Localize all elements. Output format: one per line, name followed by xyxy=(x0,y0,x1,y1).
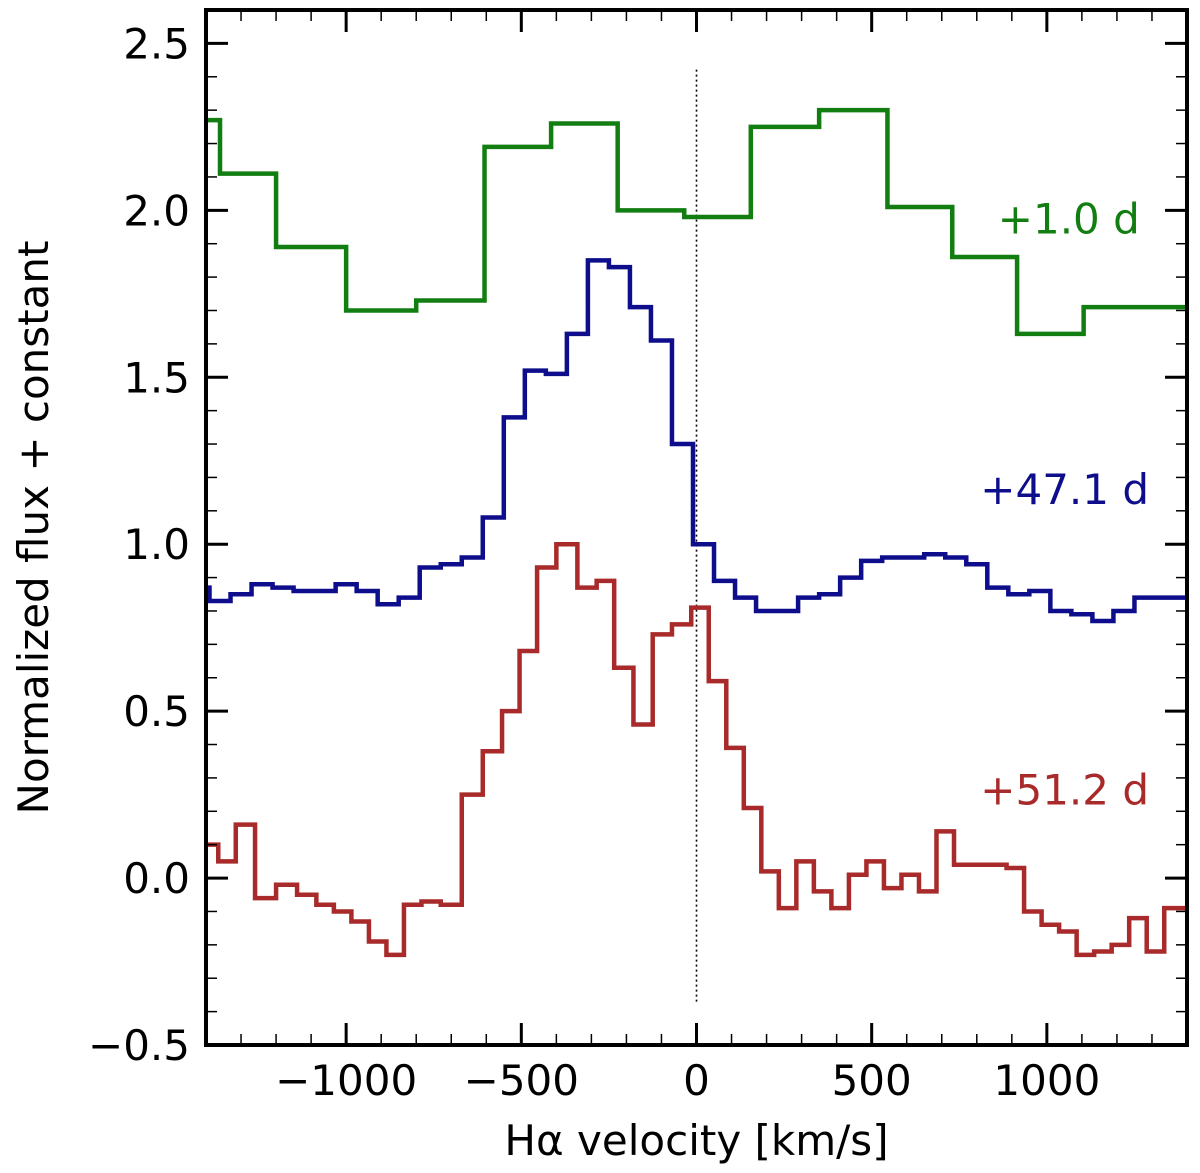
x-tick-label: −1000 xyxy=(275,1056,417,1105)
x-tick-label: 0 xyxy=(683,1056,710,1105)
x-axis-title: Hα velocity [km/s] xyxy=(504,1116,888,1165)
series-label-2: +51.2 d xyxy=(980,766,1149,815)
y-tick-label: 1.0 xyxy=(123,520,190,569)
y-tick-label: 1.5 xyxy=(123,353,190,402)
x-tick-label: 500 xyxy=(832,1056,912,1105)
series-label-1: +47.1 d xyxy=(980,465,1149,514)
labels-layer: +1.0 d +47.1 d +51.2 d −1000 −500 0 500 1000 −0.… xyxy=(9,19,1149,1165)
series-line-0 xyxy=(206,107,1187,337)
x-tick-label: 1000 xyxy=(993,1056,1100,1105)
y-tick-label: 2.5 xyxy=(123,19,190,68)
y-tick-label: 2.0 xyxy=(123,186,190,235)
y-tick-label: −0.5 xyxy=(88,1021,190,1070)
y-tick-label: 0.0 xyxy=(123,854,190,903)
series-label-0: +1.0 d xyxy=(998,195,1140,244)
y-axis-title: Normalized flux + constant xyxy=(9,241,58,815)
series-line-2 xyxy=(206,541,1187,958)
plot-frame xyxy=(204,8,1189,1047)
series-line-1 xyxy=(206,258,1187,624)
x-tick-label: −500 xyxy=(464,1056,579,1105)
series-layer xyxy=(206,66,1187,1002)
y-tick-label: 0.5 xyxy=(123,687,190,736)
